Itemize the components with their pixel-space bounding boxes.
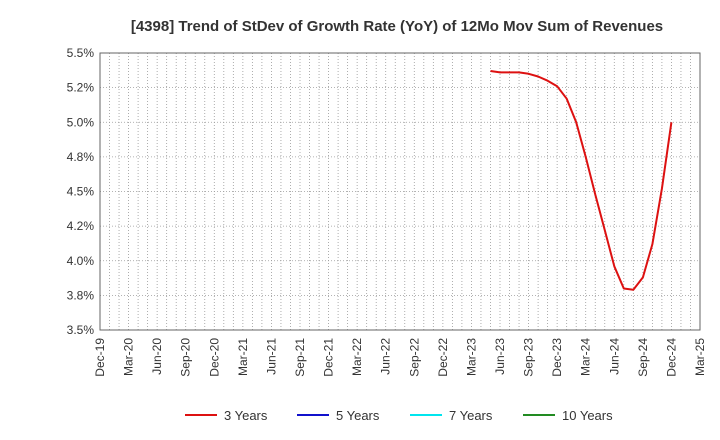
x-tick-label: Sep-23 bbox=[522, 338, 536, 377]
plot-area bbox=[99, 52, 701, 331]
x-tick-label: Sep-21 bbox=[293, 338, 307, 377]
legend-label-5-years: 5 Years bbox=[336, 408, 380, 423]
x-tick-label: Mar-22 bbox=[350, 338, 364, 376]
y-tick-label: 5.0% bbox=[67, 115, 95, 129]
x-tick-label: Mar-25 bbox=[693, 338, 707, 376]
x-tick-label: Mar-23 bbox=[464, 338, 478, 376]
legend-label-3-years: 3 Years bbox=[224, 408, 268, 423]
series-lines bbox=[490, 70, 673, 291]
x-tick-label: Jun-24 bbox=[607, 338, 621, 375]
x-tick-label: Dec-23 bbox=[550, 338, 564, 377]
x-tick-label: Jun-22 bbox=[379, 338, 393, 375]
series-line-3-years bbox=[490, 70, 673, 291]
x-tick-label: Dec-22 bbox=[436, 338, 450, 377]
y-tick-label: 4.8% bbox=[67, 150, 95, 164]
x-tick-label: Dec-24 bbox=[664, 338, 678, 377]
plot-border bbox=[99, 52, 701, 331]
x-tick-label: Mar-20 bbox=[122, 338, 136, 376]
y-tick-label: 5.5% bbox=[67, 46, 95, 60]
x-tick-label: Mar-21 bbox=[236, 338, 250, 376]
x-tick-label: Mar-24 bbox=[579, 338, 593, 376]
legend-label-7-years: 7 Years bbox=[449, 408, 493, 423]
x-tick-label: Jun-20 bbox=[150, 338, 164, 375]
y-tick-label: 5.2% bbox=[67, 81, 95, 95]
x-tick-label: Sep-24 bbox=[636, 338, 650, 377]
legend-label-10-years: 10 Years bbox=[562, 408, 613, 423]
y-tick-label: 4.2% bbox=[67, 219, 95, 233]
y-tick-label: 4.0% bbox=[67, 254, 95, 268]
x-axis-ticks: Dec-19 Mar-20 Jun-20 Sep-20 Dec-20 Mar-21 Jun-… bbox=[93, 338, 707, 377]
x-tick-label: Dec-19 bbox=[93, 338, 107, 377]
x-tick-label: Dec-21 bbox=[322, 338, 336, 377]
legend: 3 Years 5 Years 7 Years 10 Years bbox=[185, 408, 613, 423]
x-tick-label: Jun-21 bbox=[264, 338, 278, 375]
x-tick-label: Jun-23 bbox=[493, 338, 507, 375]
y-tick-label: 4.5% bbox=[67, 185, 95, 199]
chart-title: [4398] Trend of StDev of Growth Rate (Yo… bbox=[131, 18, 663, 35]
y-tick-label: 3.5% bbox=[67, 323, 95, 337]
x-tick-label: Dec-20 bbox=[207, 338, 221, 377]
x-tick-label: Sep-20 bbox=[179, 338, 193, 377]
y-tick-label: 3.8% bbox=[67, 288, 95, 302]
y-axis-ticks: 3.5% 3.8% 4.0% 4.2% 4.5% 4.8% 5.0% 5.2% 5.5% bbox=[67, 46, 95, 337]
x-tick-label: Sep-22 bbox=[407, 338, 421, 377]
